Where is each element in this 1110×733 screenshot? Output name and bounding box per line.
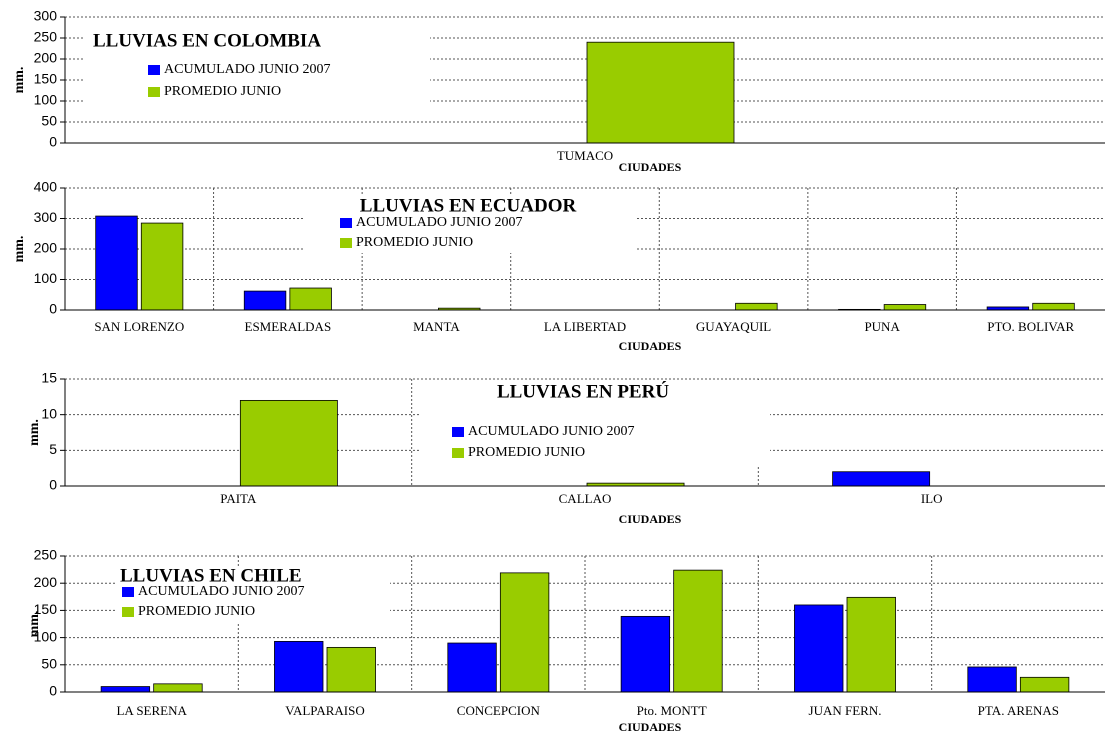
bar [832, 471, 931, 487]
legend-label: ACUMULADO JUNIO 2007 [138, 584, 304, 599]
y-axis-label: mm. [12, 67, 27, 94]
y-tick-label: 200 [34, 574, 58, 590]
x-tick-label: CALLAO [559, 491, 612, 506]
legend-label: ACUMULADO JUNIO 2007 [468, 424, 634, 439]
legend-swatch [340, 238, 352, 248]
y-tick-label: 0 [49, 134, 57, 150]
y-tick-label: 150 [34, 601, 58, 617]
bar [673, 569, 723, 693]
y-tick-label: 100 [34, 92, 58, 108]
x-tick-label: TUMACO [557, 148, 613, 163]
bar [1019, 676, 1070, 693]
chart-title: LLUVIAS EN PERÚ [497, 380, 669, 402]
bar [447, 642, 497, 693]
y-tick-label: 150 [34, 71, 58, 87]
y-tick-label: 250 [34, 547, 58, 563]
bar [153, 683, 203, 693]
legend-swatch [340, 218, 352, 228]
bar [1032, 302, 1075, 311]
legend-background [420, 380, 770, 465]
legend-background [85, 28, 430, 108]
y-tick-label: 5 [49, 441, 57, 457]
x-axis-label: CIUDADES [619, 720, 682, 733]
x-tick-label: SAN LORENZO [94, 319, 184, 334]
bar [239, 399, 338, 487]
x-tick-label: LA SERENA [116, 703, 187, 718]
legend-label: PROMEDIO JUNIO [164, 84, 281, 99]
x-tick-label: GUAYAQUIL [696, 319, 771, 334]
bar [846, 596, 896, 693]
bar [140, 222, 184, 311]
x-tick-label: PAITA [220, 491, 257, 506]
chart-title: LLUVIAS EN CHILE [120, 565, 302, 586]
x-tick-label: ILO [921, 491, 943, 506]
bar [794, 604, 844, 693]
bar [243, 290, 287, 311]
x-tick-label: PUNA [864, 319, 900, 334]
y-tick-label: 10 [41, 405, 57, 421]
y-axis-label: mm. [27, 419, 42, 446]
x-tick-label: MANTA [413, 319, 460, 334]
chart-title: LLUVIAS EN ECUADOR [360, 195, 577, 216]
x-axis-label: CIUDADES [619, 512, 682, 526]
bar [289, 287, 332, 311]
legend-swatch [452, 427, 464, 437]
bar [735, 302, 778, 311]
y-axis-label: mm. [12, 236, 27, 263]
legend-swatch [122, 607, 134, 617]
y-tick-label: 300 [34, 209, 58, 225]
legend-label: PROMEDIO JUNIO [356, 235, 473, 250]
x-tick-label: PTA. ARENAS [978, 703, 1059, 718]
bar [499, 572, 550, 693]
y-tick-label: 0 [49, 477, 57, 493]
chart-title: LLUVIAS EN COLOMBIA [93, 30, 321, 51]
x-tick-label: CONCEPCION [457, 703, 541, 718]
x-tick-label: VALPARAISO [285, 703, 364, 718]
y-tick-label: 100 [34, 628, 58, 644]
bar [967, 666, 1017, 693]
legend-swatch [452, 448, 464, 458]
y-tick-label: 50 [41, 113, 57, 129]
x-tick-label: JUAN FERN. [809, 703, 882, 718]
y-tick-label: 15 [41, 370, 57, 386]
y-tick-label: 400 [34, 179, 58, 195]
bar [620, 615, 671, 693]
bar [274, 641, 324, 693]
y-tick-label: 200 [34, 50, 58, 66]
y-tick-label: 50 [41, 656, 57, 672]
x-tick-label: ESMERALDAS [245, 319, 332, 334]
bar [883, 304, 927, 311]
x-tick-label: Pto. MONTT [637, 703, 707, 718]
legend-swatch [148, 87, 160, 97]
y-tick-label: 250 [34, 29, 58, 45]
y-tick-label: 200 [34, 240, 58, 256]
legend-swatch [122, 587, 134, 597]
legend-label: ACUMULADO JUNIO 2007 [164, 62, 330, 77]
bar [326, 646, 376, 693]
x-axis-label: CIUDADES [619, 339, 682, 353]
legend-background [115, 566, 390, 624]
y-tick-label: 300 [34, 8, 58, 24]
y-tick-label: 100 [34, 270, 58, 286]
legend-label: PROMEDIO JUNIO [138, 604, 255, 619]
legend-label: PROMEDIO JUNIO [468, 445, 585, 460]
legend-label: ACUMULADO JUNIO 2007 [356, 215, 522, 230]
bar [100, 686, 151, 693]
y-axis-label: mm. [27, 611, 42, 638]
legend-background [305, 195, 635, 253]
legend-swatch [148, 65, 160, 75]
x-axis-label: CIUDADES [619, 160, 682, 174]
bar [586, 41, 735, 144]
x-tick-label: LA LIBERTAD [544, 319, 626, 334]
bar [95, 215, 138, 311]
x-tick-label: PTO. BOLIVAR [987, 319, 1074, 334]
y-tick-label: 0 [49, 301, 57, 317]
y-tick-label: 0 [49, 683, 57, 699]
